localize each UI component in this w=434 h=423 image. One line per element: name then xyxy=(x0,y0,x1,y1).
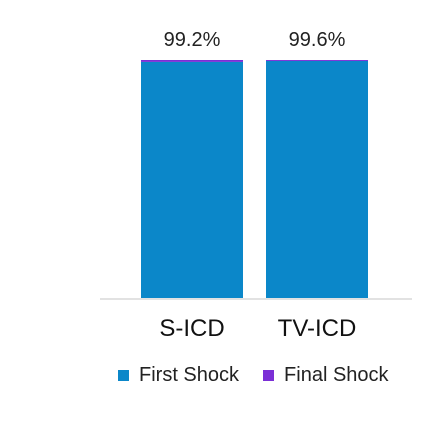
legend-item-final-shock: Final Shock xyxy=(263,364,389,387)
legend-swatch-first-shock xyxy=(118,370,129,381)
data-label-s-icd: 99.2% xyxy=(164,29,221,51)
bar-tv-icd-first-shock xyxy=(266,60,368,299)
legend: First Shock Final Shock xyxy=(118,364,389,387)
bar-s-icd-final-shock xyxy=(141,60,243,62)
x-tick-label-tv-icd: TV-ICD xyxy=(278,315,357,342)
data-label-tv-icd: 99.6% xyxy=(289,29,346,51)
legend-label-first-shock: First Shock xyxy=(139,364,240,386)
legend-label-final-shock: Final Shock xyxy=(284,364,389,386)
bar-s-icd-first-shock xyxy=(141,61,243,299)
bar-tv-icd-final-shock xyxy=(266,60,368,61)
x-tick-label-s-icd: S-ICD xyxy=(159,315,224,342)
legend-item-first-shock: First Shock xyxy=(118,364,239,387)
legend-swatch-final-shock xyxy=(263,370,275,381)
